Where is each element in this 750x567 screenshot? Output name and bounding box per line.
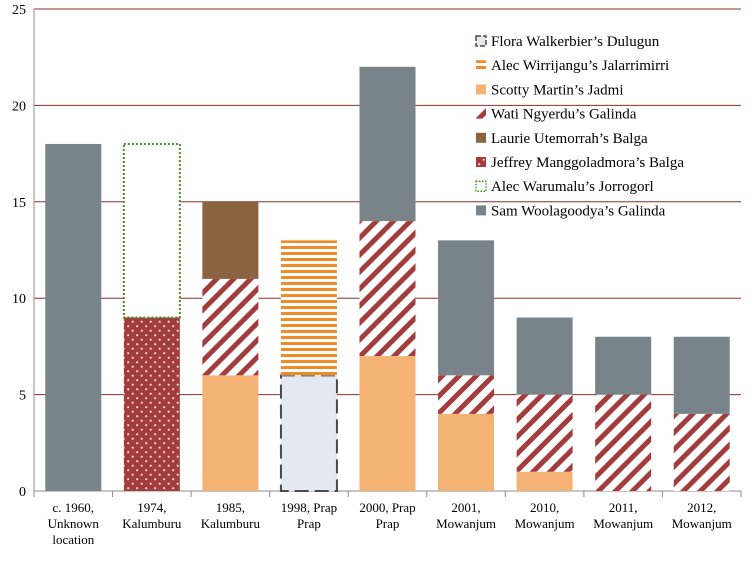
legend-swatch-alec_wa <box>475 180 487 192</box>
bar-segment-sam <box>438 240 495 376</box>
legend-label-alec_wa: Alec Warumalu’s Jorrogorl <box>491 179 654 195</box>
legend-swatch-wati <box>476 108 486 119</box>
legend-swatch-laurie <box>476 132 486 143</box>
x-tick-label: 1985, Kalumburu <box>201 500 261 531</box>
bar-segment-sam <box>359 66 416 222</box>
legend: Flora Walkerbier’s Dulugun Alec Wirrijang… <box>475 34 684 219</box>
legend-swatch-scotty <box>476 84 486 95</box>
x-tick-label: 1974, Kalumburu <box>122 500 182 531</box>
x-tick-label: 2001, Mowanjum <box>436 500 496 531</box>
bar-segment-wati <box>595 394 652 491</box>
bar-segment-sam <box>595 336 652 395</box>
bar-segment-sam <box>45 143 102 491</box>
y-tick-label: 25 <box>12 3 26 18</box>
bar-segment-sam <box>516 317 573 395</box>
x-tick-label: 2000, Prap Prap <box>359 500 415 531</box>
legend-label-wati: Wati Ngyerdu’s Galinda <box>491 107 637 123</box>
x-tick-label: 2012, Mowanjum <box>672 500 732 531</box>
bar-segment-alec_w <box>280 240 337 376</box>
bar-segment-wati <box>202 278 259 376</box>
bar-segment-alec_wa <box>122 142 181 319</box>
x-tick-label: 2011, Mowanjum <box>593 500 653 531</box>
axis-labels: 0 5 10 15 20 25 c. 1960, Unknown location 1974, Ka… <box>12 3 732 547</box>
y-tick-label: 15 <box>12 196 26 211</box>
legend-swatch-sam <box>476 205 486 216</box>
bar-segment-wati <box>516 394 573 472</box>
bar-segment-wati <box>673 413 730 491</box>
y-tick-label: 20 <box>12 99 26 114</box>
bar-segment-scotty <box>202 375 259 491</box>
legend-label-laurie: Laurie Utemorrah’s Balga <box>491 131 648 147</box>
bar-segment-sam <box>673 336 730 414</box>
legend-label-alec_w: Alec Wirrijangu’s Jalarrimirri <box>491 58 669 74</box>
x-tick-label: c. 1960, Unknown location <box>48 500 100 547</box>
y-tick-label: 10 <box>12 292 26 307</box>
y-tick-label: 0 <box>19 485 26 500</box>
legend-swatch-alec_w <box>476 60 486 71</box>
bars <box>45 66 730 493</box>
bar-segment-jeffrey <box>123 317 180 491</box>
y-tick-label: 5 <box>19 389 26 404</box>
bar-segment-wati <box>438 375 495 414</box>
bar-segment-laurie <box>202 201 259 279</box>
legend-label-flora: Flora Walkerbier’s Dulugun <box>491 34 660 50</box>
bar-segment-wati <box>359 221 416 357</box>
x-tick-label: 2010, Mowanjum <box>515 500 575 531</box>
bar-segment-scotty <box>359 356 416 491</box>
legend-swatch-jeffrey <box>476 157 486 167</box>
legend-label-scotty: Scotty Martin’s Jadmi <box>491 82 624 98</box>
bar-segment-flora <box>279 374 338 493</box>
legend-label-sam: Sam Woolagoodya’s Galinda <box>491 203 666 219</box>
bar-segment-scotty <box>516 471 573 491</box>
legend-label-jeffrey: Jeffrey Manggoladmora’s Balga <box>491 155 684 171</box>
legend-swatch-flora <box>475 35 487 47</box>
bar-segment-scotty <box>438 413 495 491</box>
x-tick-label: 1998, Prap Prap <box>281 500 337 531</box>
